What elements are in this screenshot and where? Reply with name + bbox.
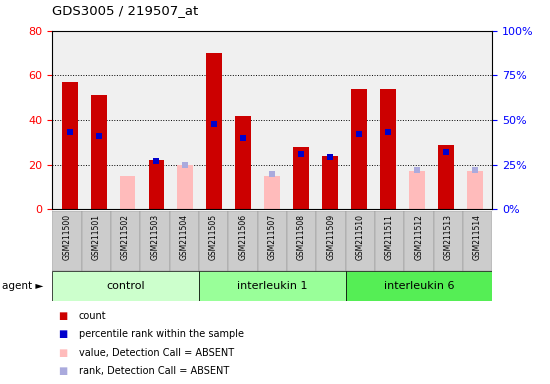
Text: ■: ■ xyxy=(58,311,67,321)
Text: interleukin 6: interleukin 6 xyxy=(384,281,454,291)
Text: GSM211502: GSM211502 xyxy=(121,214,130,260)
Text: interleukin 1: interleukin 1 xyxy=(237,281,307,291)
Bar xyxy=(433,211,463,271)
Bar xyxy=(169,211,199,271)
Text: GSM211514: GSM211514 xyxy=(473,214,482,260)
Text: GSM211504: GSM211504 xyxy=(180,214,189,260)
Text: GSM211507: GSM211507 xyxy=(268,214,277,260)
Text: GSM211513: GSM211513 xyxy=(444,214,453,260)
Text: GSM211508: GSM211508 xyxy=(297,214,306,260)
Bar xyxy=(467,171,483,209)
Bar xyxy=(140,211,169,271)
Bar xyxy=(178,165,194,209)
Text: GSM211503: GSM211503 xyxy=(150,214,159,260)
Bar xyxy=(351,89,367,209)
Bar xyxy=(375,211,404,271)
Text: ■: ■ xyxy=(58,329,67,339)
Bar xyxy=(199,271,345,301)
Bar xyxy=(257,211,287,271)
Bar xyxy=(111,211,140,271)
Text: ■: ■ xyxy=(58,348,67,358)
Bar xyxy=(206,53,222,209)
Text: control: control xyxy=(106,281,145,291)
Text: GDS3005 / 219507_at: GDS3005 / 219507_at xyxy=(52,4,199,17)
Text: count: count xyxy=(79,311,106,321)
Bar xyxy=(345,271,492,301)
Text: percentile rank within the sample: percentile rank within the sample xyxy=(79,329,244,339)
Bar xyxy=(52,271,199,301)
Text: GSM211505: GSM211505 xyxy=(209,214,218,260)
Text: GSM211501: GSM211501 xyxy=(92,214,101,260)
Text: GSM211500: GSM211500 xyxy=(62,214,72,260)
Bar xyxy=(119,176,135,209)
Bar xyxy=(62,82,78,209)
Text: GSM211506: GSM211506 xyxy=(238,214,248,260)
Text: agent ►: agent ► xyxy=(2,281,43,291)
Bar xyxy=(91,96,107,209)
Bar xyxy=(287,211,316,271)
Text: GSM211512: GSM211512 xyxy=(414,214,424,260)
Bar xyxy=(265,176,280,209)
Bar xyxy=(322,156,338,209)
Bar xyxy=(316,211,345,271)
Bar xyxy=(199,211,228,271)
Bar xyxy=(463,211,492,271)
Bar xyxy=(52,211,81,271)
Bar xyxy=(409,171,425,209)
Bar xyxy=(148,160,164,209)
Bar xyxy=(345,211,375,271)
Bar xyxy=(228,211,257,271)
Text: GSM211511: GSM211511 xyxy=(385,214,394,260)
Text: rank, Detection Call = ABSENT: rank, Detection Call = ABSENT xyxy=(79,366,229,376)
Bar xyxy=(404,211,433,271)
Text: value, Detection Call = ABSENT: value, Detection Call = ABSENT xyxy=(79,348,234,358)
Bar xyxy=(293,147,309,209)
Bar xyxy=(235,116,251,209)
Bar xyxy=(380,89,396,209)
Text: GSM211510: GSM211510 xyxy=(356,214,365,260)
Bar xyxy=(81,211,111,271)
Bar xyxy=(438,144,454,209)
Text: ■: ■ xyxy=(58,366,67,376)
Text: GSM211509: GSM211509 xyxy=(326,214,336,260)
